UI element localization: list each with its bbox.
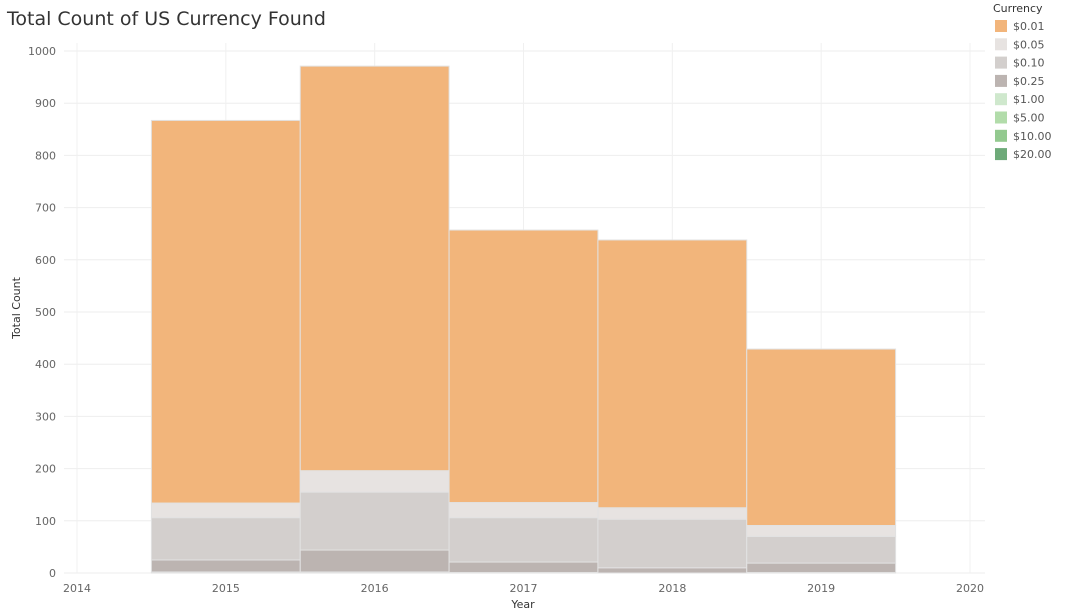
- y-tick-label: 400: [35, 358, 56, 371]
- bar-segment: [299, 549, 450, 573]
- legend-label: $0.10: [1013, 57, 1045, 70]
- legend-swatch: [995, 74, 1007, 87]
- bar-segment: [299, 491, 450, 551]
- bar-segment: [746, 562, 897, 573]
- bar-segment: [448, 517, 599, 563]
- y-tick-label: 300: [35, 410, 56, 423]
- chart-title: Total Count of US Currency Found: [7, 8, 326, 30]
- legend-swatch: [995, 148, 1007, 161]
- x-tick-label: 2015: [212, 582, 240, 595]
- bar-segment: [597, 507, 748, 520]
- bar-segment: [448, 229, 599, 504]
- x-tick-label: 2020: [956, 582, 984, 595]
- x-tick-label: 2018: [658, 582, 686, 595]
- legend-title: Currency: [993, 2, 1043, 15]
- bar-segment: [597, 567, 748, 574]
- bar-segment: [150, 517, 301, 561]
- bar-segment: [150, 502, 301, 519]
- legend-label: $0.05: [1013, 38, 1045, 51]
- legend: Currency $0.01 $0.05 $0.10 $0.25 $1.00 $5.00 $…: [993, 2, 1052, 161]
- bars-layer: [150, 65, 897, 574]
- y-tick-label: 0: [49, 567, 56, 580]
- legend-label: $10.00: [1013, 130, 1052, 143]
- bar-segment: [150, 119, 301, 504]
- bar-segment: [597, 518, 748, 569]
- bar-segment: [746, 524, 897, 537]
- y-tick-label: 700: [35, 202, 56, 215]
- y-tick-label: 1000: [28, 45, 56, 58]
- legend-swatch: [995, 56, 1007, 69]
- legend-swatch: [995, 20, 1007, 32]
- y-tick-label: 600: [35, 254, 56, 267]
- legend-label: $5.00: [1013, 112, 1045, 125]
- legend-swatch: [995, 111, 1007, 124]
- bar-segment: [448, 561, 599, 573]
- legend-swatch: [995, 93, 1007, 106]
- y-tick-label: 200: [35, 463, 56, 476]
- legend-label: $1.00: [1013, 93, 1045, 106]
- x-axis-title: Year: [510, 598, 535, 611]
- x-tick-label: 2014: [63, 582, 91, 595]
- y-axis-title: Total Count: [10, 276, 23, 340]
- bar-segment: [448, 502, 599, 519]
- bar-segment: [299, 470, 450, 493]
- legend-swatch: [995, 129, 1007, 142]
- bar-segment: [597, 239, 748, 509]
- y-axis: 0 100 200 300 400 500 600 700 800 900 1000: [28, 45, 56, 580]
- bar-segment: [746, 348, 897, 526]
- x-axis: 2014 2015 2016 2017 2018 2019 2020: [63, 582, 984, 595]
- y-tick-label: 800: [35, 149, 56, 162]
- y-tick-label: 100: [35, 515, 56, 528]
- legend-label: $0.25: [1013, 75, 1045, 88]
- bar-segment: [299, 65, 450, 472]
- x-tick-label: 2017: [510, 582, 538, 595]
- x-tick-label: 2016: [361, 582, 389, 595]
- bar-segment: [746, 535, 897, 564]
- legend-label: $0.01: [1013, 20, 1045, 33]
- y-tick-label: 900: [35, 97, 56, 110]
- bar-segment: [150, 559, 301, 573]
- y-tick-label: 500: [35, 306, 56, 319]
- legend-label: $20.00: [1013, 148, 1052, 161]
- x-tick-label: 2019: [807, 582, 835, 595]
- legend-swatch: [995, 38, 1007, 51]
